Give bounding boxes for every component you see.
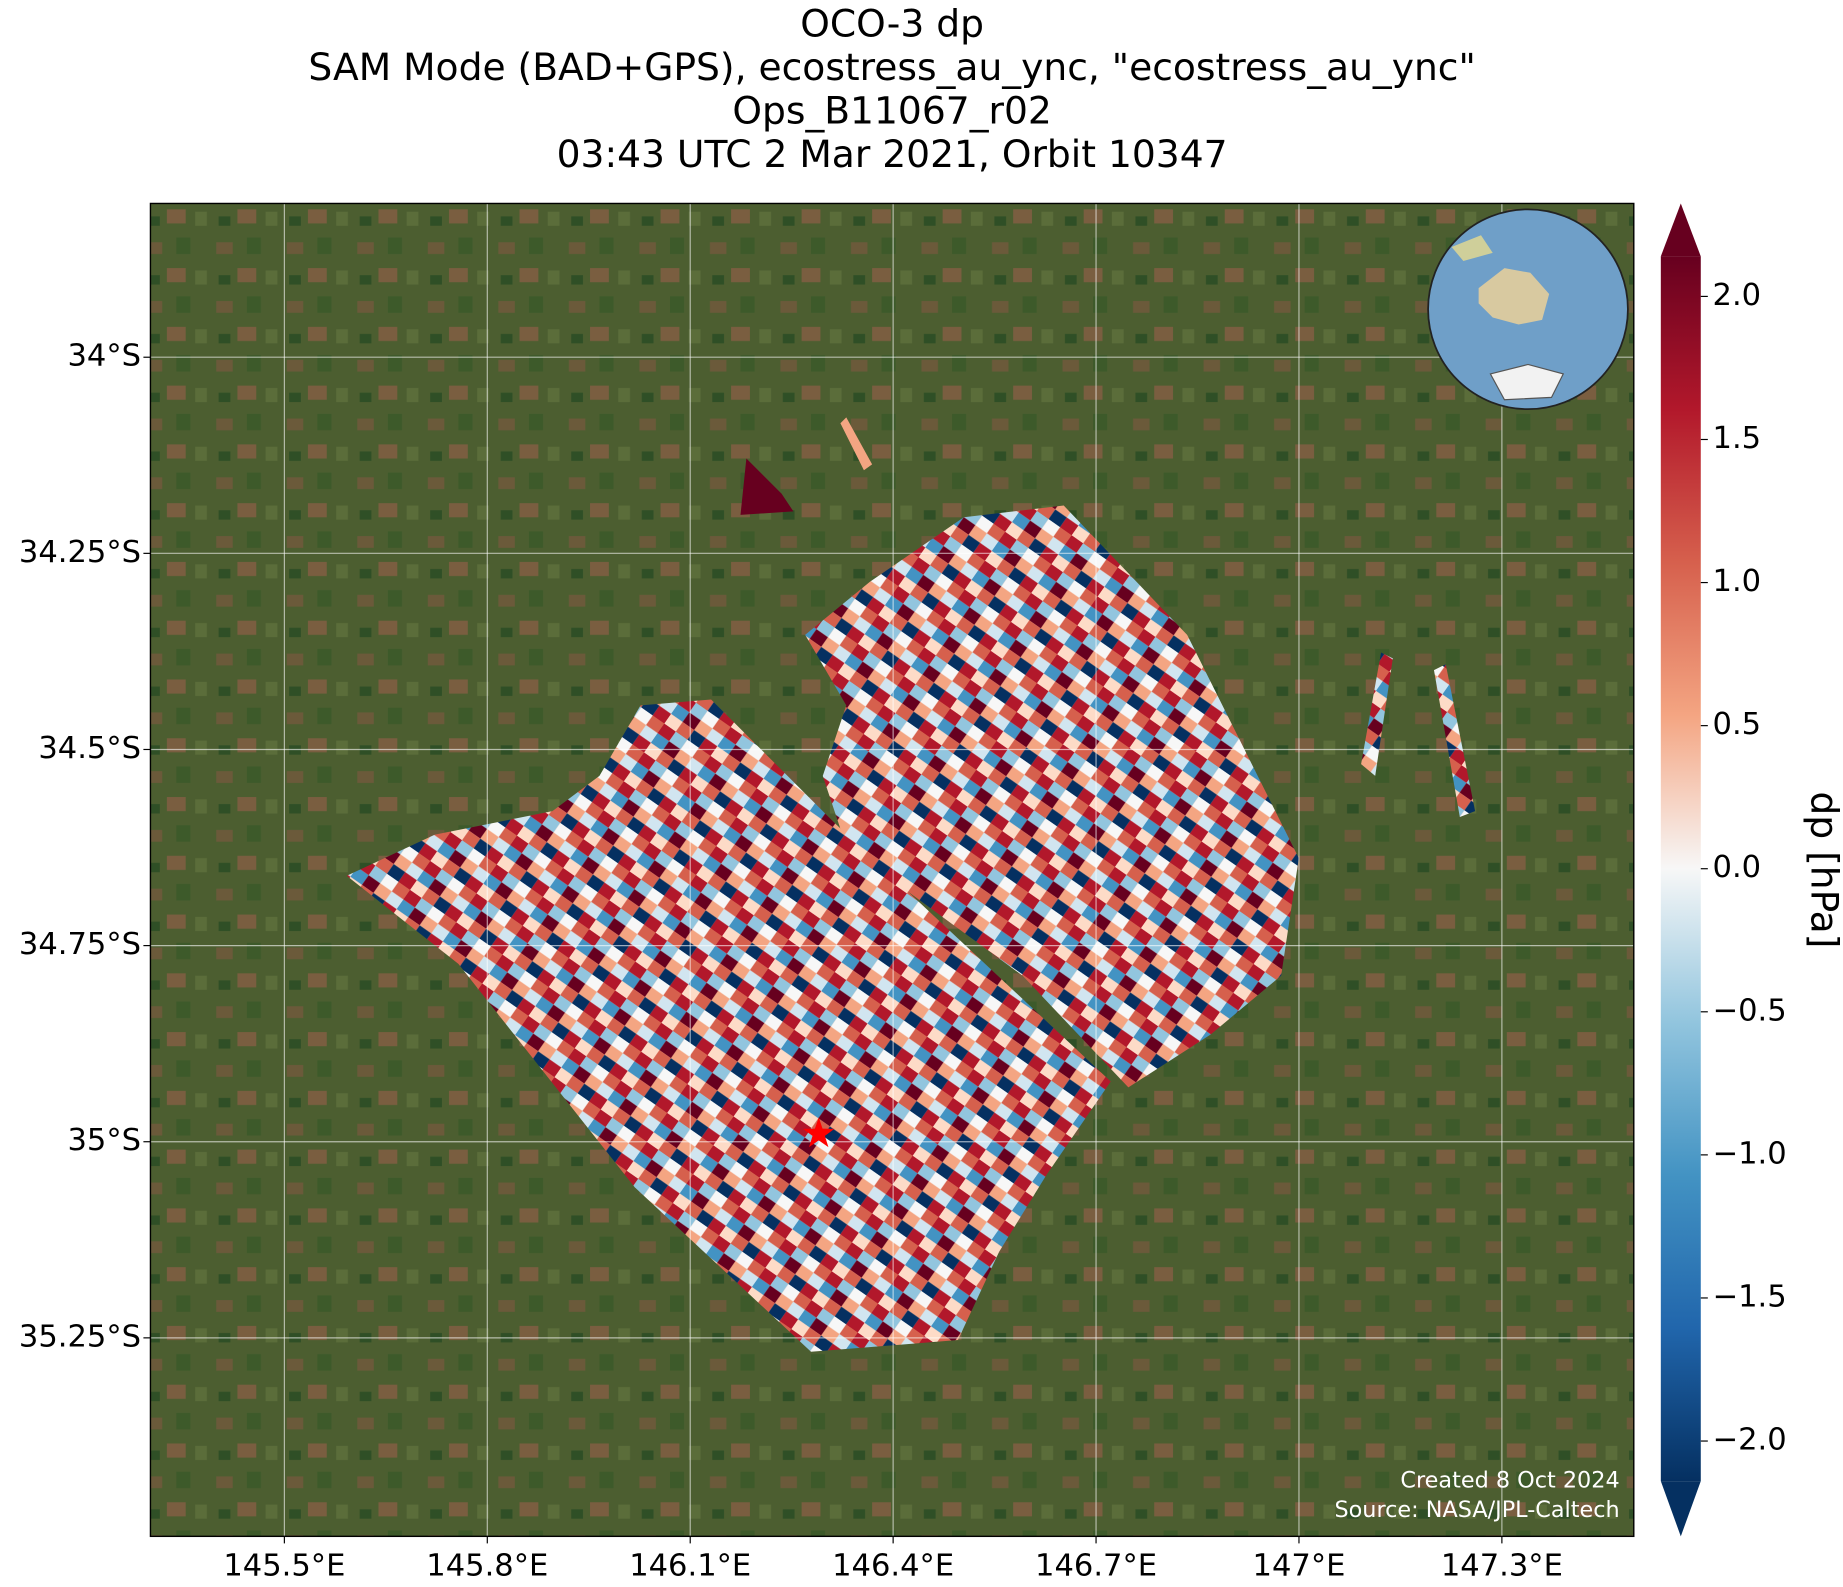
swath bbox=[1361, 652, 1393, 776]
y-tick-label: 34.75°S bbox=[19, 927, 141, 962]
colorbar-extend bbox=[1660, 203, 1701, 257]
colorbar bbox=[1660, 256, 1701, 1482]
y-tick-label: 35.25°S bbox=[19, 1319, 141, 1354]
colorbar-tick-label: −1.5 bbox=[1713, 1279, 1787, 1314]
x-tick-label: 146.7°E bbox=[1035, 1548, 1157, 1583]
y-tick-label: 35°S bbox=[67, 1123, 141, 1158]
annotation: Source: NASA/JPL-Caltech bbox=[1334, 1497, 1619, 1523]
x-tick-label: 147.3°E bbox=[1441, 1548, 1563, 1583]
target-marker bbox=[803, 1117, 835, 1148]
x-tick-label: 147°E bbox=[1253, 1548, 1346, 1583]
swath bbox=[1433, 664, 1476, 818]
x-tick-label: 146.4°E bbox=[832, 1548, 954, 1583]
colorbar-tick-label: 0.5 bbox=[1713, 707, 1762, 742]
colorbar-tick-label: 1.0 bbox=[1713, 564, 1762, 599]
chart-title: OCO-3 dp bbox=[800, 1, 984, 45]
colorbar-tick-label: 2.0 bbox=[1713, 278, 1762, 313]
swath bbox=[740, 458, 794, 515]
colorbar-label: dp [hPa] bbox=[1802, 791, 1843, 948]
colorbar-tick-label: −2.0 bbox=[1713, 1423, 1787, 1458]
y-tick-label: 34.25°S bbox=[19, 535, 141, 570]
swath bbox=[346, 699, 1111, 1352]
x-tick-label: 145.8°E bbox=[426, 1548, 548, 1583]
colorbar-tick-label: 0.0 bbox=[1713, 850, 1762, 885]
y-tick-label: 34.5°S bbox=[38, 731, 141, 766]
chart-title: Ops_B11067_r02 bbox=[732, 88, 1051, 132]
colorbar-tick-label: −0.5 bbox=[1713, 993, 1787, 1028]
swath bbox=[840, 417, 873, 471]
chart-title: 03:43 UTC 2 Mar 2021, Orbit 10347 bbox=[557, 132, 1228, 176]
colorbar-tick-label: −1.0 bbox=[1713, 1136, 1787, 1171]
map-frame bbox=[149, 202, 1635, 1538]
x-tick-label: 145.5°E bbox=[223, 1548, 345, 1583]
colorbar-tick-label: 1.5 bbox=[1713, 421, 1762, 456]
swath bbox=[805, 505, 1299, 1088]
chart-title: SAM Mode (BAD+GPS), ecostress_au_ync, "e… bbox=[308, 45, 1475, 89]
x-tick-label: 146.1°E bbox=[629, 1548, 751, 1583]
inset-globe bbox=[1427, 208, 1629, 411]
colorbar-extend bbox=[1660, 1481, 1701, 1537]
annotation: Created 8 Oct 2024 bbox=[1400, 1468, 1619, 1494]
y-tick-label: 34°S bbox=[67, 339, 141, 374]
